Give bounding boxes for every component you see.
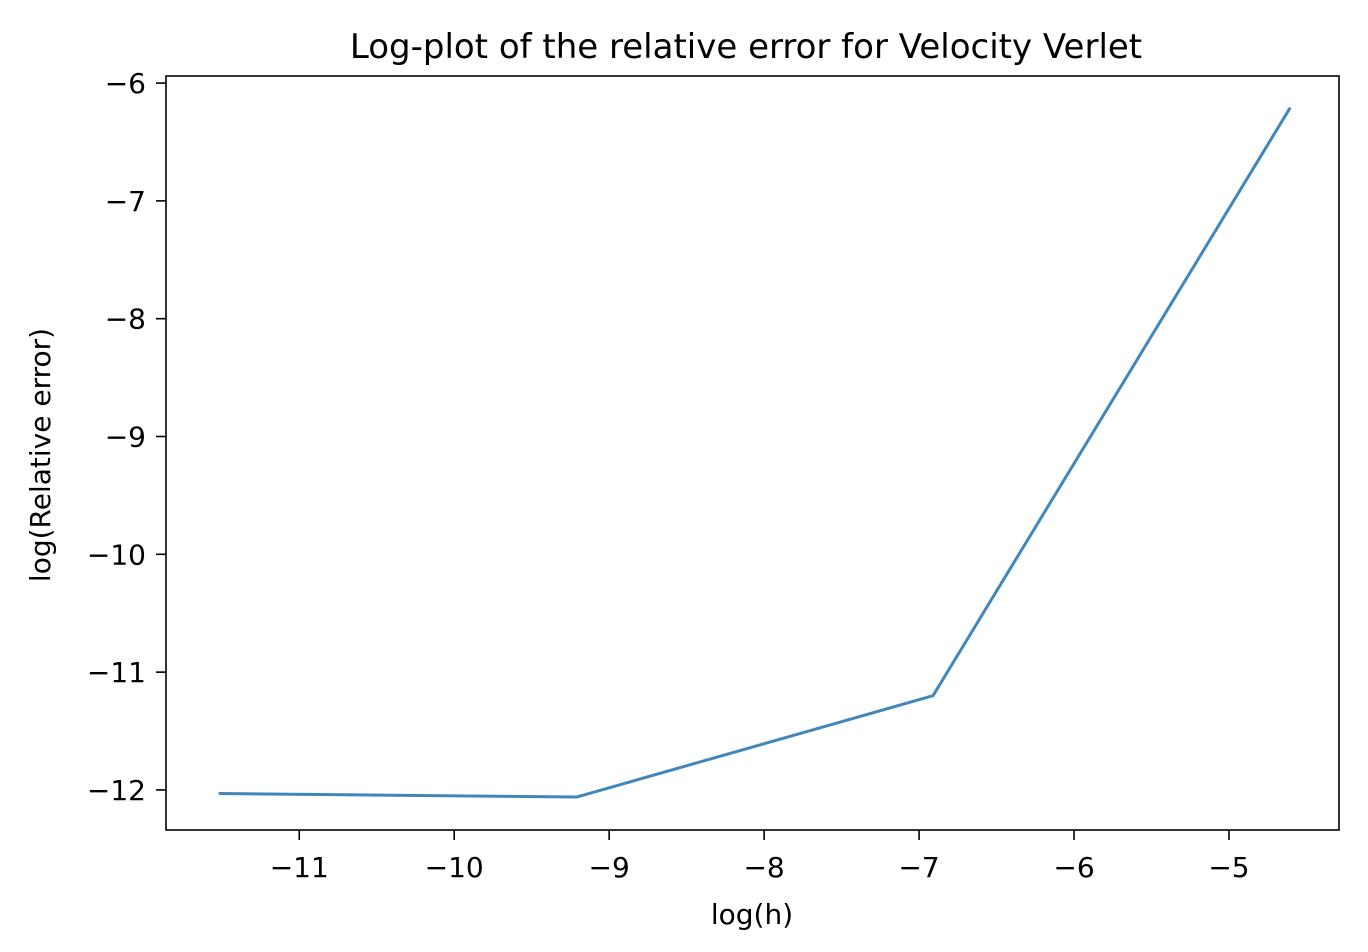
- x-tick-label: −5: [1208, 851, 1249, 884]
- y-tick-label: −8: [105, 303, 146, 336]
- plot-frame: [165, 75, 1340, 831]
- x-tick-label: −8: [743, 851, 784, 884]
- x-tick-label: −9: [589, 851, 630, 884]
- axis-ticks: −11 −10 −9 −8 −7 −6 −5 −12 −11 −10 −9 −8 −7 −6: [87, 67, 1250, 884]
- x-tick-label: −10: [425, 851, 484, 884]
- series-group: [218, 106, 1292, 799]
- x-tick-label: −6: [1053, 851, 1094, 884]
- y-tick-label: −10: [87, 538, 146, 571]
- y-tick-label: −7: [105, 185, 146, 218]
- y-tick-label: −6: [105, 67, 146, 100]
- y-tick-label: −12: [87, 774, 146, 807]
- y-tick-label: −11: [87, 656, 146, 689]
- x-tick-label: −11: [270, 851, 329, 884]
- chart-title: Log-plot of the relative error for Veloc…: [350, 27, 1142, 67]
- y-tick-label: −9: [105, 421, 146, 454]
- x-tick-label: −7: [898, 851, 939, 884]
- x-axis-label: log(h): [711, 898, 793, 931]
- y-axis-label: log(Relative error): [24, 328, 57, 582]
- series-line: [218, 106, 1292, 799]
